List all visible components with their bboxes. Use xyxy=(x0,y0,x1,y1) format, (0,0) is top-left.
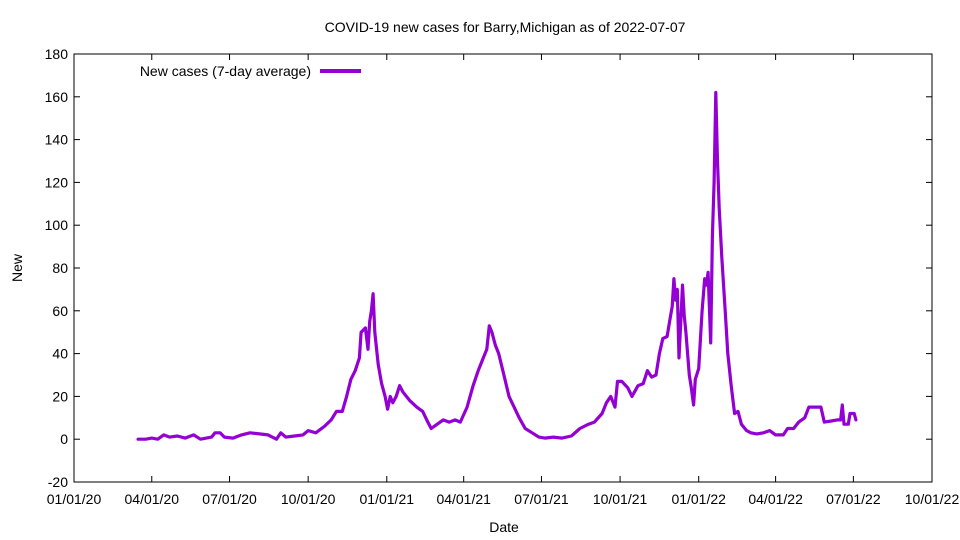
x-tick-label: 07/01/20 xyxy=(202,491,257,507)
chart-title: COVID-19 new cases for Barry,Michigan as… xyxy=(325,19,686,35)
series-layer xyxy=(136,90,858,441)
x-tick-label: 10/01/22 xyxy=(905,491,960,507)
y-tick-label: -20 xyxy=(48,474,68,490)
x-tick-label: 01/01/21 xyxy=(360,491,415,507)
y-tick-label: 180 xyxy=(45,46,69,62)
y-tick-label: 80 xyxy=(52,260,68,276)
x-tick-label: 01/01/20 xyxy=(47,491,102,507)
x-tick-label: 04/01/21 xyxy=(436,491,491,507)
y-axis-title: New xyxy=(9,253,25,282)
y-tick-label: 160 xyxy=(45,89,69,105)
y-tick-label: 140 xyxy=(45,132,69,148)
x-tick-label: 01/01/22 xyxy=(671,491,726,507)
y-tick-label: 40 xyxy=(52,346,68,362)
series-line-0 xyxy=(136,90,858,441)
y-axis: -20 0 20 40 60 80 100 120 140 160 180 xyxy=(45,46,932,490)
y-tick-label: 20 xyxy=(52,388,68,404)
y-tick-label: 120 xyxy=(45,174,69,190)
x-tick-label: 07/01/22 xyxy=(826,491,881,507)
x-tick-label: 07/01/21 xyxy=(514,491,569,507)
y-tick-label: 0 xyxy=(60,431,68,447)
y-tick-label: 60 xyxy=(52,303,68,319)
x-tick-label: 04/01/20 xyxy=(125,491,180,507)
legend: New cases (7-day average) xyxy=(140,63,361,79)
legend-label: New cases (7-day average) xyxy=(140,63,311,79)
x-tick-label: 04/01/22 xyxy=(748,491,803,507)
x-axis-title: Date xyxy=(489,519,519,535)
x-tick-label: 10/01/21 xyxy=(593,491,648,507)
x-axis: 01/01/20 04/01/20 07/01/20 10/01/20 01/01/21… xyxy=(47,54,960,507)
y-tick-label: 100 xyxy=(45,217,69,233)
x-tick-label: 10/01/20 xyxy=(281,491,336,507)
